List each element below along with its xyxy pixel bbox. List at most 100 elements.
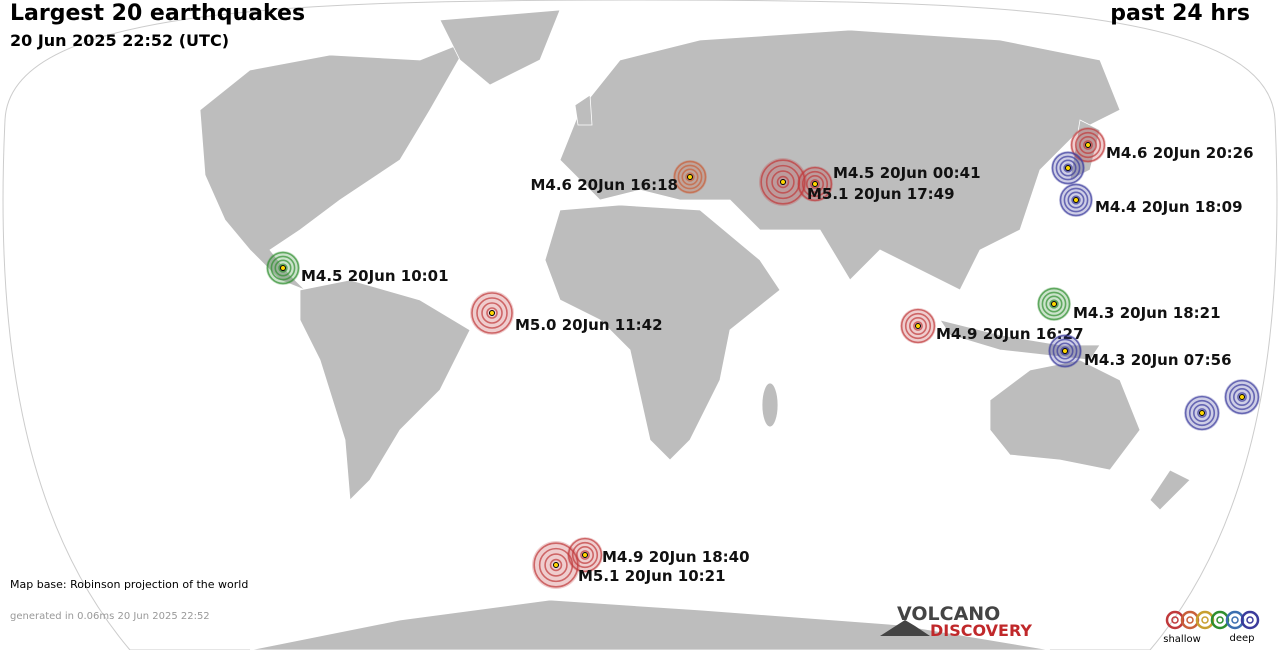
quake bbox=[1184, 395, 1220, 431]
quake-ring bbox=[538, 547, 574, 583]
quake-ring bbox=[913, 321, 923, 331]
quake-label: M4.6 20Jun 20:26 bbox=[1106, 144, 1254, 162]
quake-ring bbox=[476, 297, 508, 329]
quake-ring bbox=[1237, 392, 1247, 402]
quake-center bbox=[1051, 301, 1057, 307]
quake bbox=[1051, 151, 1085, 185]
quake-ring bbox=[1056, 342, 1074, 360]
quake-ring bbox=[776, 175, 790, 189]
quake-ring bbox=[544, 553, 568, 577]
quake-center bbox=[1065, 165, 1071, 171]
quake-ring bbox=[1055, 155, 1081, 181]
generated-note: generated in 0.06ms 20 Jun 2025 22:52 bbox=[10, 611, 210, 622]
quake-ring bbox=[533, 542, 579, 588]
quake-ring bbox=[266, 251, 300, 285]
quake-label: M4.3 20Jun 18:21 bbox=[1073, 304, 1221, 322]
quake-ring bbox=[810, 179, 820, 189]
quake-center bbox=[582, 552, 588, 558]
legend bbox=[1165, 610, 1260, 630]
land bbox=[199, 9, 1191, 650]
quake bbox=[900, 308, 936, 344]
quake-center bbox=[687, 174, 693, 180]
quake bbox=[797, 166, 833, 202]
quake-ring bbox=[904, 312, 932, 340]
legend-swatch bbox=[1171, 616, 1179, 624]
quake-ring bbox=[681, 168, 699, 186]
quake-ring bbox=[1197, 408, 1207, 418]
quake-ring bbox=[1052, 338, 1078, 364]
quake-ring bbox=[1041, 291, 1067, 317]
quake-ring bbox=[1071, 195, 1081, 205]
legend-swatch bbox=[1201, 616, 1209, 624]
quake-ring bbox=[1074, 131, 1102, 159]
quake-ring bbox=[797, 166, 833, 202]
logo-text: VOLCANO bbox=[897, 603, 1000, 625]
legend-swatch bbox=[1180, 610, 1200, 630]
quake-ring bbox=[270, 255, 296, 281]
quake-ring bbox=[685, 172, 695, 182]
quake-ring bbox=[1070, 127, 1106, 163]
period: past 24 hrs bbox=[1110, 1, 1250, 26]
quake-ring bbox=[471, 292, 513, 334]
quake-ring bbox=[673, 160, 707, 194]
quake-ring bbox=[549, 558, 563, 572]
quake-label: M5.0 20Jun 11:42 bbox=[515, 316, 663, 334]
title: Largest 20 earthquakes bbox=[10, 1, 305, 26]
quake-ring bbox=[580, 550, 590, 560]
quake-ring bbox=[278, 263, 288, 273]
quake-ring bbox=[274, 259, 292, 277]
quake-ring bbox=[801, 170, 829, 198]
quake-center bbox=[489, 310, 495, 316]
quake-ring bbox=[909, 317, 927, 335]
quake-ring bbox=[900, 308, 936, 344]
quake-label: M4.5 20Jun 10:01 bbox=[301, 267, 449, 285]
quake bbox=[1037, 287, 1071, 321]
quake-label: M4.3 20Jun 07:56 bbox=[1084, 351, 1232, 369]
legend-swatch bbox=[1225, 610, 1245, 630]
quake-ring bbox=[1079, 136, 1097, 154]
timestamp: 20 Jun 2025 22:52 (UTC) bbox=[10, 31, 229, 50]
quake-ring bbox=[1048, 334, 1082, 368]
quake-center bbox=[1239, 394, 1245, 400]
quake bbox=[1048, 334, 1082, 368]
quake-ring bbox=[1051, 151, 1085, 185]
quake-center bbox=[280, 265, 286, 271]
quake-label: M4.9 20Jun 16:27 bbox=[936, 325, 1084, 343]
map-base-note: Map base: Robinson projection of the wor… bbox=[10, 578, 248, 591]
quake-center bbox=[915, 323, 921, 329]
quake-label: M4.5 20Jun 00:41 bbox=[833, 164, 981, 182]
quake-ring bbox=[1083, 140, 1093, 150]
quake-label: M4.6 20Jun 16:18 bbox=[530, 176, 678, 194]
quake-ring bbox=[771, 170, 795, 194]
quake-ring bbox=[1067, 191, 1085, 209]
quake-ring bbox=[1037, 287, 1071, 321]
quake bbox=[1059, 183, 1093, 217]
legend-swatch bbox=[1240, 610, 1260, 630]
quake bbox=[266, 251, 300, 285]
quake-ring bbox=[1228, 383, 1256, 411]
quake bbox=[532, 541, 580, 589]
quake-ring bbox=[1059, 183, 1093, 217]
legend-swatch bbox=[1231, 616, 1239, 624]
quake-ring bbox=[1184, 395, 1220, 431]
quake bbox=[470, 291, 514, 335]
quake-ring bbox=[760, 159, 806, 205]
quake-ring bbox=[1045, 295, 1063, 313]
quake-ring bbox=[571, 541, 599, 569]
quake-center bbox=[1073, 197, 1079, 203]
quake-ring bbox=[486, 307, 498, 319]
quake-label: M5.1 20Jun 10:21 bbox=[578, 567, 726, 585]
legend-label: deep bbox=[1230, 633, 1255, 644]
quake-ring bbox=[576, 546, 594, 564]
quake-center bbox=[1062, 348, 1068, 354]
quake bbox=[567, 537, 603, 573]
legend-label: shallow bbox=[1163, 634, 1201, 645]
logo-text: DISCOVERY bbox=[930, 621, 1032, 640]
quake-center bbox=[780, 179, 786, 185]
quake-ring bbox=[1060, 346, 1070, 356]
legend-swatch bbox=[1216, 616, 1224, 624]
quakes: M4.6 20Jun 20:26 M4.5 20Jun 00:41 M5.1 20J… bbox=[266, 127, 1260, 589]
legend-swatch bbox=[1210, 610, 1230, 630]
quake-ring bbox=[1063, 163, 1073, 173]
